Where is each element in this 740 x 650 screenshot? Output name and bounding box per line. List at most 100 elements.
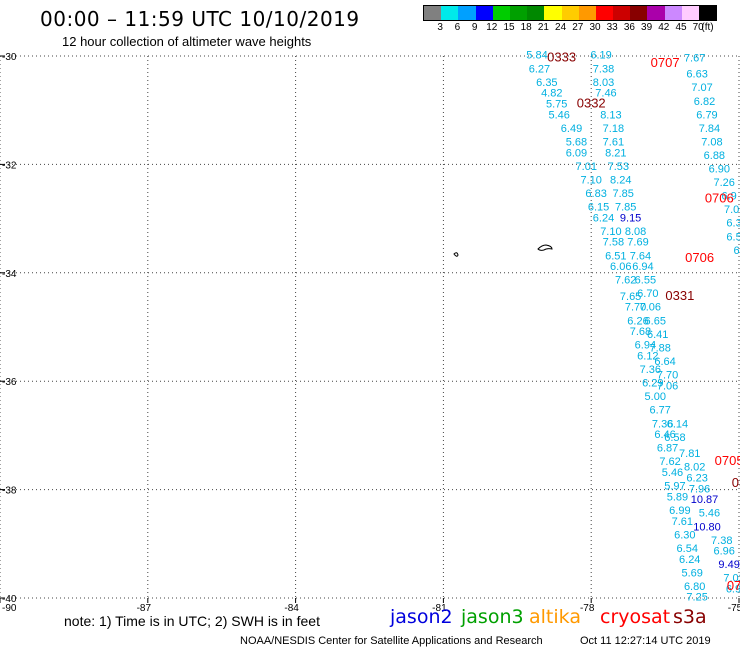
track-time-label: 0331 [665,288,694,303]
swh-value: 6.06 [610,261,631,273]
axis-label-lon: -90 [2,603,17,614]
color-scale-swatch [613,6,631,20]
swh-value: 7.10 [580,174,601,186]
axis-label-lat: -32 [2,160,17,171]
color-scale-swatch [664,6,682,20]
track-time-label: 03 [732,475,740,490]
swh-value: 6.3 [726,218,740,230]
swh-value: 5.89 [667,491,688,503]
track-time-label: 0705 [715,453,740,468]
color-scale-swatch [544,6,562,20]
axis-label-lat: -30 [2,52,17,63]
color-scale-swatch [441,6,459,20]
swh-value: 7.68 [630,326,651,338]
swh-value: 6.64 [654,356,675,368]
axis-label-lon: -84 [284,603,299,614]
axis-label-lon: -78 [580,603,595,614]
footer-note: note: 1) Time is in UTC; 2) SWH is in fe… [64,613,320,629]
swh-value: 7.62 [615,275,636,287]
color-scale-tick-label: 9 [471,22,478,33]
swh-value: 8.03 [593,77,614,89]
color-scale-legend: 3 6 9 12 15 18 21 24 27 30 33 36 39 42 45 70 (ft) [423,5,718,35]
swh-value: 6.46 [654,429,675,441]
swh-value: 7.36 [652,418,673,430]
track-time-label: 0706 [685,250,714,265]
color-scale-tick-label: 27 [572,22,584,33]
swh-value: 6.96 [714,546,735,558]
island-outline [453,252,459,257]
track-time-label: 07 [727,578,740,593]
swh-value: 7.53 [608,161,629,173]
track-time-label: 0333 [547,49,576,64]
axis-label-lat: -34 [2,269,17,280]
swh-value: 6.5 [726,231,740,243]
track-time-label: 0707 [651,55,680,70]
color-scale-swatch [630,6,648,20]
axis-label-lat: -40 [2,594,17,605]
swh-value: 8.24 [610,174,631,186]
swh-value: 5.68 [566,136,587,148]
swh-value: 7.10 [600,226,621,238]
color-scale-tick-label: 6 [454,22,461,33]
swh-value: 6.79 [696,109,717,121]
swh-value: 6.09 [566,147,587,159]
swh-value: 7.07 [691,82,712,94]
island-outline [537,244,553,251]
axis-label-lon: -87 [137,603,152,614]
swh-value: 7.46 [595,88,616,100]
timestamp-text: Oct 11 12:27:14 UTC 2019 [580,635,711,647]
swh-value: 7.08 [701,136,722,148]
swh-value: 7.01 [576,161,597,173]
swh-value: 6.94 [632,261,653,273]
satellite-legend-s3a: s3a [673,606,707,628]
color-scale-tick-label: 39 [641,22,653,33]
swh-value: 6.83 [585,188,606,200]
swh-value: 7.88 [649,342,670,354]
color-scale-tick-label: 36 [623,22,635,33]
color-scale-tick-label: 18 [520,22,532,33]
swh-value: 4.82 [541,88,562,100]
swh-value: 6.58 [664,432,685,444]
swh-value: 6.70 [637,288,658,300]
axis-label-lat: -38 [2,486,17,497]
swh-value: 8.21 [605,147,626,159]
swh-value: 7.67 [684,52,705,64]
color-scale-bar [423,5,718,21]
swh-value: 7.62 [659,456,680,468]
color-scale-swatch [475,6,493,20]
color-scale-swatch [561,6,579,20]
swh-value: 6.24 [593,212,614,224]
track-time-label: 0706 [705,190,734,205]
swh-value: 7.81 [679,448,700,460]
swh-value: 7.85 [613,188,634,200]
satellite-legend-cryosat: cryosat [600,606,671,628]
swh-value: 6.88 [704,150,725,162]
swh-value: 6.35 [536,77,557,89]
color-scale-tick-label: 30 [589,22,601,33]
swh-value: 5.00 [645,391,666,403]
swh-value: 7.18 [603,123,624,135]
swh-value: 7.84 [699,123,720,135]
swh-value: 6.77 [649,405,670,417]
swh-value: 7.96 [689,483,710,495]
swh-value: 9.49 [718,559,739,571]
color-scale-swatch [681,6,699,20]
swh-value: 6.51 [605,250,626,262]
swh-value: 9.15 [620,212,641,224]
swh-value: 6.26 [627,315,648,327]
satellite-legend-jason2: jason2 [390,606,453,628]
color-scale-swatch [527,6,545,20]
color-scale-tick-label: 24 [555,22,567,33]
swh-value: 7.69 [627,237,648,249]
swh-value: 10.87 [691,494,719,506]
swh-value: 7.26 [714,177,735,189]
swh-value: 6.65 [645,315,666,327]
axis-label-lat: -36 [2,377,17,388]
axis-label-lon: -75 [728,603,740,614]
color-scale-labels: 3 6 9 12 15 18 21 24 27 30 33 36 39 42 45 70 (ft) [423,21,717,35]
color-scale-swatch [509,6,528,20]
swh-value: 6.14 [667,418,688,430]
color-scale-swatch [647,6,665,20]
color-scale-swatch [492,6,510,20]
